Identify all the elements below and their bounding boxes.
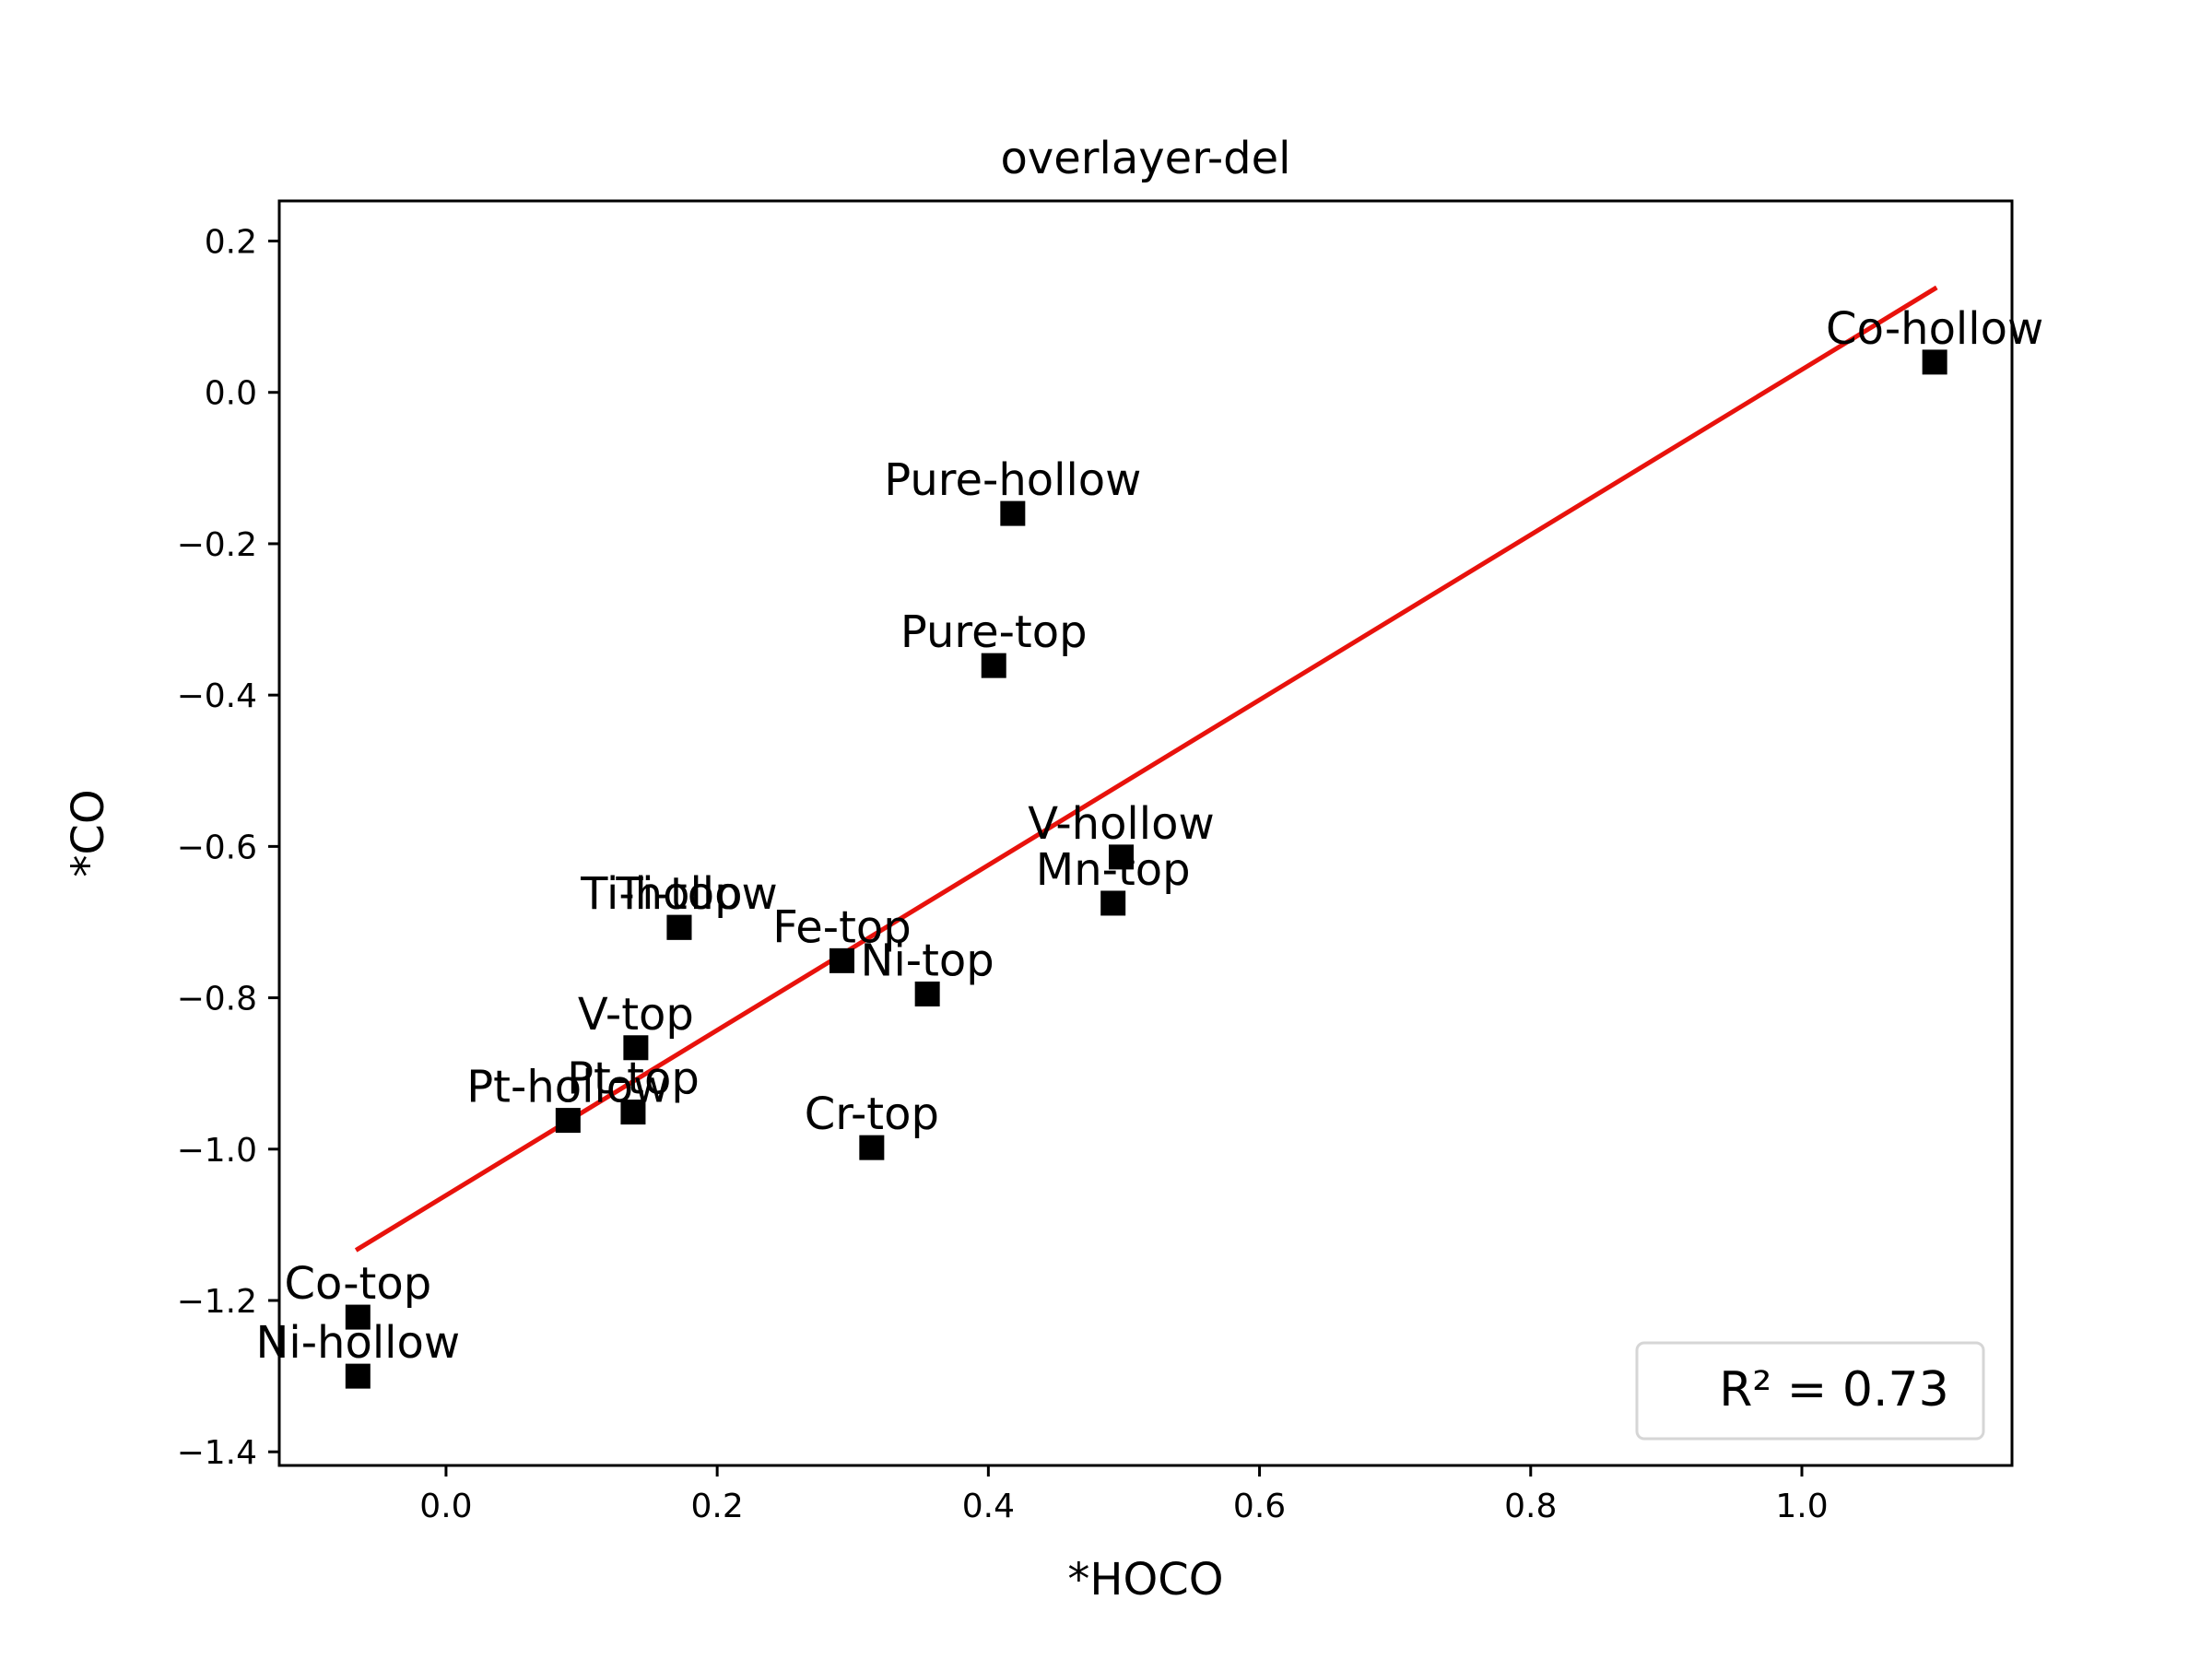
point-label: Pure-top [900,606,1088,658]
data-point [666,914,692,940]
point-label: Co-hollow [1826,303,2043,355]
data-point [623,1035,649,1061]
point-label: Pt-top [567,1053,700,1105]
point-label: Co-top [284,1258,431,1310]
y-axis: 0.2 0.0 −0.2 −0.4 −0.6 −0.8 −1.0 −1.2 −1.4 [177,224,279,1472]
x-axis: 0.0 0.2 0.4 0.6 0.8 1.0 [419,1465,1829,1525]
x-tick-label: 1.0 [1775,1488,1828,1525]
y-axis-label: *CO [63,789,114,877]
point-label: Fe-top [772,901,912,953]
point-label: Ni-hollow [255,1317,460,1369]
point-label: Ti-top [615,868,742,920]
point-label: V-hollow [1028,798,1214,850]
labels-layer: Co-hollow Pure-hollow Pure-top V-hollowMn-t… [255,303,2043,1369]
data-point [620,1100,646,1125]
y-tick-label: 0.2 [205,224,257,262]
point-label: Ti-hollow [580,868,778,920]
point-label: Pt-hollow [466,1062,669,1113]
y-tick-label: −1.4 [177,1434,257,1472]
x-tick-label: 0.8 [1504,1488,1557,1525]
x-tick-label: 0.2 [691,1488,744,1525]
y-tick-label: −0.4 [177,677,257,715]
fit-layer [354,285,1938,1253]
data-point [981,653,1006,678]
y-tick-label: −1.2 [177,1283,257,1321]
point-label: Mn-top [1036,844,1191,896]
legend: R² = 0.73 [1635,1341,1985,1441]
points-layer [345,349,1947,1389]
x-tick-label: 0.0 [419,1488,472,1525]
y-tick-label: −0.8 [177,981,257,1018]
point-label: Ni-top [861,935,994,986]
x-tick-label: 0.6 [1233,1488,1286,1525]
y-tick-label: 0.0 [205,375,257,413]
y-tick-label: −0.2 [177,526,257,564]
fit-line [354,285,1938,1253]
data-point [914,981,940,1006]
data-point [1109,844,1135,870]
point-label: Pure-hollow [884,454,1141,506]
data-point [829,947,854,973]
point-label: V-top [578,989,694,1041]
y-tick-label: −0.6 [177,829,257,866]
legend-r2: R² = 0.73 [1719,1362,1948,1418]
chart-title: overlayer-del [1000,133,1290,184]
data-point [345,1304,371,1330]
data-point [345,1363,371,1389]
legend-box [1635,1341,1985,1441]
data-point [555,1108,581,1134]
point-label: Cr-top [805,1088,939,1140]
legend-text: R² = 0.73 [1719,1362,1948,1418]
data-point [1000,500,1026,526]
data-point [1922,349,1947,375]
x-tick-label: 0.4 [962,1488,1015,1525]
x-axis-label: *HOCO [1067,1554,1223,1606]
plot-frame [277,199,2014,1467]
data-point [1100,890,1126,916]
y-tick-label: −1.0 [177,1132,257,1170]
data-point [859,1135,885,1160]
